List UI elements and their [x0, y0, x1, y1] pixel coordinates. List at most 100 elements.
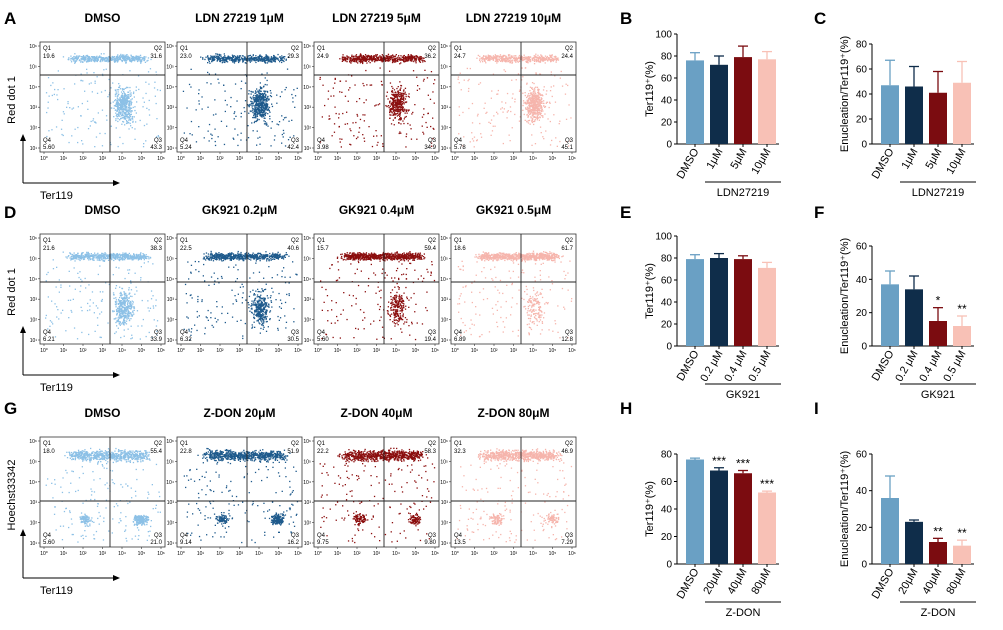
scatter-dot: [537, 88, 539, 90]
scatter-dot: [253, 121, 255, 124]
scatter-dot: [513, 60, 515, 62]
scatter-dot: [497, 89, 499, 92]
scatter-dot: [128, 97, 130, 99]
scatter-dot: [82, 252, 84, 254]
scatter-dot: [131, 304, 133, 306]
scatter-dot: [73, 255, 76, 258]
scatter-dot: [356, 58, 359, 61]
scatter-dot: [143, 254, 145, 257]
scatter-dot: [495, 57, 497, 59]
scatter-dot: [394, 61, 396, 63]
scatter-dot: [358, 60, 360, 63]
scatter-dot: [433, 102, 435, 104]
scatter-dot: [130, 99, 132, 101]
scatter-dot: [253, 117, 255, 119]
scatter-dot: [89, 58, 91, 60]
scatter-dot: [463, 136, 465, 138]
scatter-dot: [262, 102, 264, 104]
scatter-dot: [74, 53, 76, 55]
scatter-dot: [531, 121, 533, 124]
scatter-dot: [514, 101, 516, 103]
scatter-dot: [397, 56, 399, 58]
scatter-dot: [381, 84, 383, 86]
scatter-dot: [388, 106, 390, 109]
scatter-dot: [94, 56, 96, 59]
scatter-dot: [458, 106, 460, 108]
scatter-dot: [190, 68, 192, 70]
scatter-dot: [261, 60, 263, 62]
scatter-dot: [114, 89, 116, 91]
scatter-dot: [143, 56, 145, 58]
scatter-dot: [371, 145, 374, 148]
scatter-dot: [235, 57, 237, 59]
scatter-dot: [118, 83, 120, 85]
scatter-dot: [408, 109, 410, 111]
scatter-dot: [536, 105, 538, 108]
scatter-dot: [407, 110, 409, 112]
scatter-dot: [259, 136, 261, 138]
scatter-dot: [133, 59, 136, 61]
scatter-dot: [403, 96, 405, 98]
scatter-dot: [495, 55, 497, 57]
scatter-dot: [139, 56, 141, 58]
scatter-dot: [549, 90, 552, 92]
scatter-dot: [91, 59, 93, 61]
scatter-dot: [150, 58, 152, 61]
scatter-dot: [405, 59, 407, 61]
scatter-dot: [249, 103, 251, 106]
scatter-dot: [252, 108, 254, 110]
scatter-dot: [212, 56, 214, 59]
scatter-dot: [255, 97, 258, 100]
scatter-dot: [208, 58, 210, 60]
flow-ytick-label: 10²: [30, 126, 38, 132]
scatter-dot: [72, 58, 74, 61]
scatter-dot: [525, 57, 528, 59]
scatter-dot: [99, 132, 101, 135]
scatter-dot: [377, 58, 379, 61]
scatter-dot: [362, 62, 364, 65]
scatter-dot: [417, 56, 419, 59]
scatter-dot: [529, 110, 531, 112]
scatter-dot: [52, 82, 54, 84]
scatter-dot: [392, 104, 394, 106]
scatter-dot: [390, 109, 392, 111]
scatter-dot: [126, 318, 128, 320]
flow-ytick-label: 10²: [441, 126, 449, 132]
scatter-dot: [385, 58, 387, 60]
scatter-dot: [517, 73, 520, 75]
scatter-dot: [411, 57, 414, 59]
scatter-dot: [106, 59, 109, 61]
scatter-dot: [75, 254, 78, 256]
scatter-dot: [387, 60, 389, 62]
scatter-dot: [422, 80, 425, 82]
scatter-dot: [399, 98, 402, 100]
scatter-dot: [69, 252, 71, 254]
scatter-dot: [509, 61, 512, 64]
scatter-dot: [532, 88, 534, 90]
scatter-dot: [380, 58, 383, 60]
scatter-dot: [212, 57, 214, 59]
scatter-dot: [391, 89, 393, 92]
scatter-dot: [355, 60, 357, 62]
scatter-dot: [116, 57, 118, 59]
scatter-dot: [84, 58, 86, 61]
flow-plot-D-1: DMSOQ121.6Q238.3Q333.9Q46.2110⁶10⁵10⁴10³…: [29, 203, 166, 354]
scatter-dot: [224, 55, 226, 57]
scatter-dot: [99, 56, 101, 58]
scatter-dot: [291, 119, 293, 121]
scatter-dot: [118, 103, 120, 106]
scatter-dot: [543, 138, 545, 140]
scatter-dot: [372, 58, 374, 60]
scatter-dot: [57, 70, 59, 72]
scatter-dot: [401, 103, 404, 105]
scatter-dot: [122, 110, 125, 113]
scatter-dot: [258, 110, 260, 112]
scatter-dot: [395, 104, 398, 107]
scatter-dot: [114, 99, 117, 101]
scatter-dot: [121, 114, 124, 116]
scatter-dot: [120, 95, 122, 97]
scatter-dot: [131, 127, 133, 129]
scatter-dot: [251, 91, 253, 93]
scatter-dot: [273, 58, 276, 61]
scatter-dot: [148, 258, 150, 260]
